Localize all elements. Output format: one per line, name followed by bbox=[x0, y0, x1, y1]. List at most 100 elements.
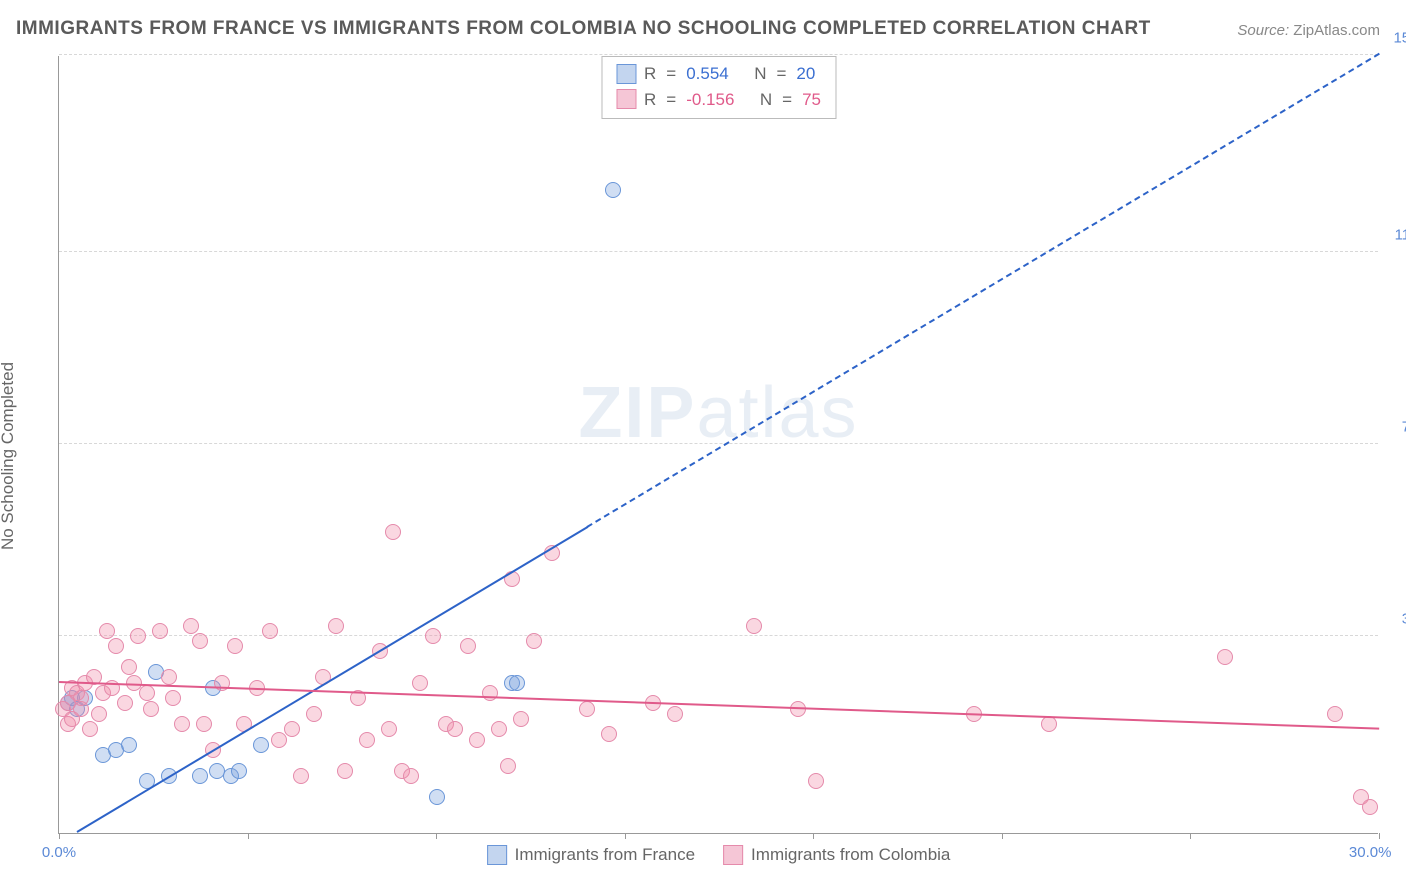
scatter-point bbox=[130, 628, 146, 644]
n-value-france: 20 bbox=[796, 61, 815, 87]
scatter-point bbox=[192, 633, 208, 649]
scatter-point bbox=[1041, 716, 1057, 732]
swatch-colombia bbox=[616, 89, 636, 109]
legend-label-colombia: Immigrants from Colombia bbox=[751, 845, 950, 865]
r-label: R bbox=[644, 61, 656, 87]
scatter-point bbox=[196, 716, 212, 732]
source-label: Source: bbox=[1237, 22, 1289, 39]
scatter-point bbox=[429, 789, 445, 805]
scatter-point bbox=[262, 623, 278, 639]
scatter-point bbox=[509, 675, 525, 691]
scatter-point bbox=[99, 623, 115, 639]
scatter-point bbox=[605, 182, 621, 198]
stats-row-colombia: R= -0.156 N= 75 bbox=[616, 87, 821, 113]
x-tick bbox=[1190, 833, 1191, 839]
gridline-h bbox=[59, 443, 1378, 444]
gridline-h bbox=[59, 251, 1378, 252]
scatter-point bbox=[231, 763, 247, 779]
x-tick bbox=[625, 833, 626, 839]
scatter-point bbox=[73, 690, 89, 706]
x-tick bbox=[1379, 833, 1380, 839]
scatter-point bbox=[425, 628, 441, 644]
scatter-point bbox=[385, 524, 401, 540]
scatter-point bbox=[108, 638, 124, 654]
scatter-point bbox=[460, 638, 476, 654]
legend-item-colombia: Immigrants from Colombia bbox=[723, 845, 950, 865]
x-tick bbox=[248, 833, 249, 839]
y-tick-label: 15.0% bbox=[1384, 30, 1406, 47]
scatter-point bbox=[192, 768, 208, 784]
scatter-point bbox=[143, 701, 159, 717]
scatter-point bbox=[139, 685, 155, 701]
scatter-point bbox=[513, 711, 529, 727]
scatter-point bbox=[808, 773, 824, 789]
n-label: N bbox=[754, 61, 766, 87]
scatter-point bbox=[253, 737, 269, 753]
scatter-point bbox=[271, 732, 287, 748]
watermark-bold: ZIP bbox=[578, 373, 696, 453]
scatter-point bbox=[284, 721, 300, 737]
scatter-point bbox=[121, 659, 137, 675]
scatter-point bbox=[152, 623, 168, 639]
n-label: N bbox=[760, 87, 772, 113]
y-tick-label: 3.8% bbox=[1384, 610, 1406, 627]
x-tick-label: 30.0% bbox=[1349, 844, 1392, 861]
scatter-point bbox=[412, 675, 428, 691]
chart-plot-area: ZIPatlas R= 0.554 N= 20 R= -0.156 N= 75 … bbox=[58, 56, 1378, 834]
chart-title: IMMIGRANTS FROM FRANCE VS IMMIGRANTS FRO… bbox=[16, 18, 1151, 40]
scatter-point bbox=[328, 618, 344, 634]
scatter-point bbox=[1217, 649, 1233, 665]
y-tick-label: 11.2% bbox=[1384, 227, 1406, 244]
x-tick bbox=[1002, 833, 1003, 839]
scatter-point bbox=[293, 768, 309, 784]
scatter-point bbox=[746, 618, 762, 634]
scatter-point bbox=[482, 685, 498, 701]
scatter-point bbox=[91, 706, 107, 722]
x-tick-label: 0.0% bbox=[42, 844, 76, 861]
scatter-point bbox=[165, 690, 181, 706]
r-value-france: 0.554 bbox=[686, 61, 729, 87]
scatter-point bbox=[491, 721, 507, 737]
scatter-point bbox=[161, 669, 177, 685]
legend-label-france: Immigrants from France bbox=[515, 845, 695, 865]
scatter-point bbox=[227, 638, 243, 654]
gridline-h bbox=[59, 54, 1378, 55]
scatter-point bbox=[381, 721, 397, 737]
scatter-point bbox=[667, 706, 683, 722]
scatter-point bbox=[447, 721, 463, 737]
y-axis-label: No Schooling Completed bbox=[0, 362, 18, 550]
source-value: ZipAtlas.com bbox=[1293, 22, 1380, 39]
scatter-point bbox=[183, 618, 199, 634]
r-label: R bbox=[644, 87, 656, 113]
x-tick bbox=[59, 833, 60, 839]
scatter-point bbox=[601, 726, 617, 742]
scatter-point bbox=[579, 701, 595, 717]
trend-line bbox=[586, 53, 1379, 528]
scatter-point bbox=[500, 758, 516, 774]
scatter-point bbox=[526, 633, 542, 649]
swatch-france bbox=[616, 64, 636, 84]
y-tick-label: 7.5% bbox=[1384, 419, 1406, 436]
scatter-point bbox=[403, 768, 419, 784]
source-attribution: Source: ZipAtlas.com bbox=[1237, 22, 1380, 39]
scatter-point bbox=[82, 721, 98, 737]
scatter-point bbox=[337, 763, 353, 779]
r-value-colombia: -0.156 bbox=[686, 87, 734, 113]
legend-item-france: Immigrants from France bbox=[487, 845, 695, 865]
scatter-point bbox=[117, 695, 133, 711]
scatter-point bbox=[1327, 706, 1343, 722]
scatter-point bbox=[306, 706, 322, 722]
legend-swatch-colombia bbox=[723, 845, 743, 865]
bottom-legend: Immigrants from France Immigrants from C… bbox=[487, 845, 951, 865]
gridline-h bbox=[59, 635, 1378, 636]
scatter-point bbox=[359, 732, 375, 748]
scatter-point bbox=[174, 716, 190, 732]
scatter-point bbox=[121, 737, 137, 753]
stats-legend-box: R= 0.554 N= 20 R= -0.156 N= 75 bbox=[601, 56, 836, 119]
n-value-colombia: 75 bbox=[802, 87, 821, 113]
scatter-point bbox=[1362, 799, 1378, 815]
stats-row-france: R= 0.554 N= 20 bbox=[616, 61, 821, 87]
x-tick bbox=[813, 833, 814, 839]
legend-swatch-france bbox=[487, 845, 507, 865]
x-tick bbox=[436, 833, 437, 839]
